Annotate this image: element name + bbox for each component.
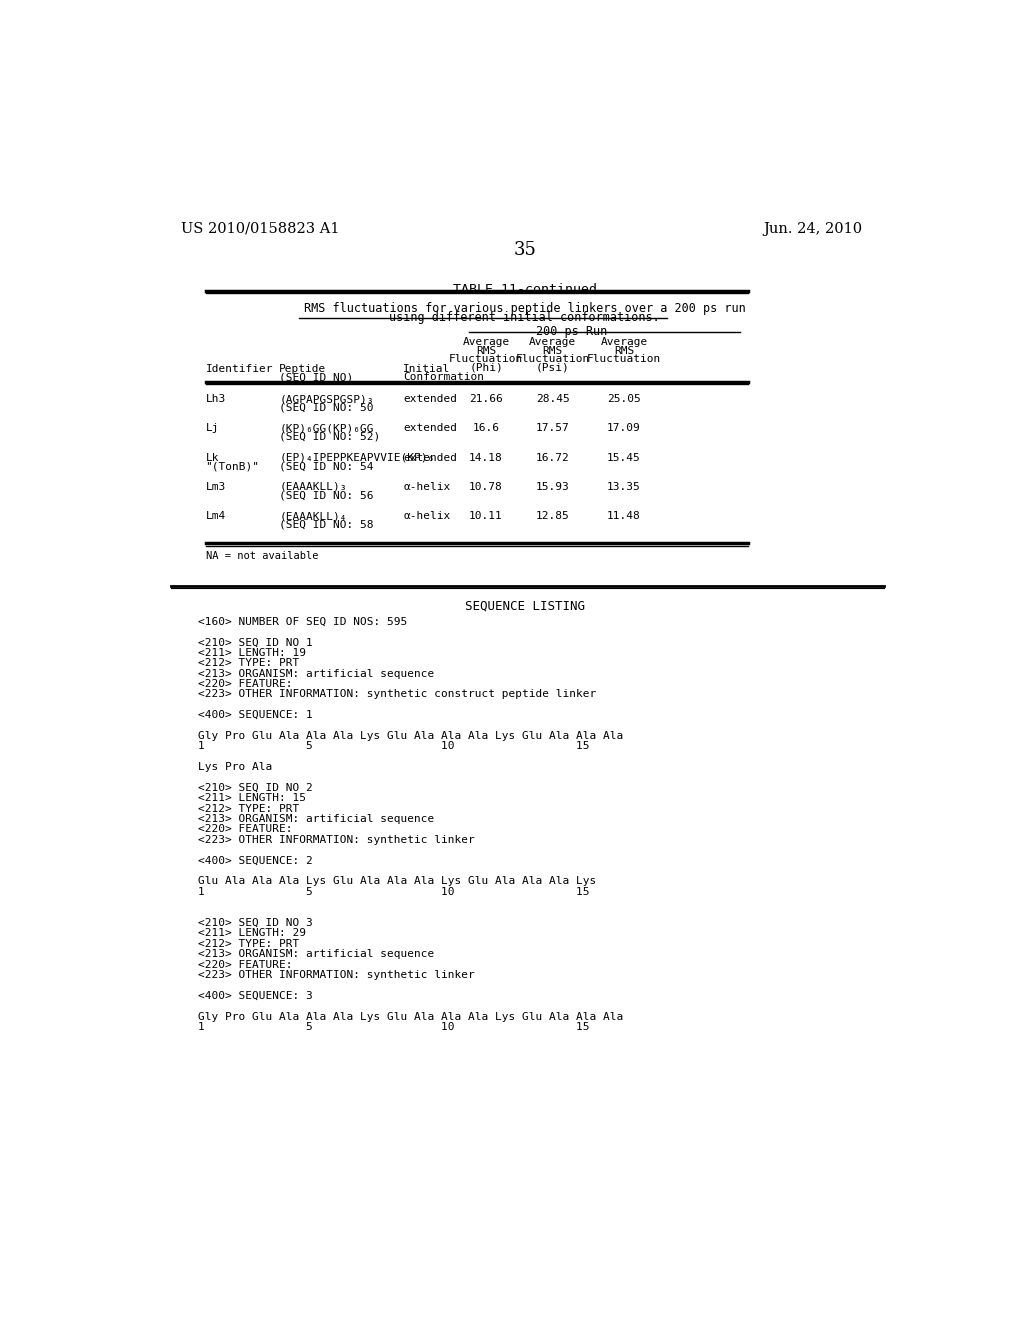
Text: extended: extended [403,395,457,404]
Text: Fluctuation: Fluctuation [449,354,523,364]
Text: Lj: Lj [206,424,219,433]
Text: <210> SEQ ID NO 3: <210> SEQ ID NO 3 [198,917,312,928]
Text: 1               5                   10                  15: 1 5 10 15 [198,887,589,896]
Text: <223> OTHER INFORMATION: synthetic construct peptide linker: <223> OTHER INFORMATION: synthetic const… [198,689,596,700]
Text: 16.72: 16.72 [536,453,569,462]
Text: (SEQ ID NO: 52): (SEQ ID NO: 52) [280,432,380,442]
Text: Lm4: Lm4 [206,511,225,521]
Text: <211> LENGTH: 15: <211> LENGTH: 15 [198,793,306,804]
Text: Fluctuation: Fluctuation [515,354,590,364]
Text: Average: Average [600,337,647,347]
Text: Conformation: Conformation [403,372,484,383]
Text: using different initial conformations.: using different initial conformations. [389,312,660,323]
Text: (SEQ ID NO: 56: (SEQ ID NO: 56 [280,490,374,500]
Text: Lm3: Lm3 [206,482,225,492]
Text: <212> TYPE: PRT: <212> TYPE: PRT [198,804,299,813]
Text: Lys Pro Ala: Lys Pro Ala [198,762,272,772]
Text: (SEQ ID NO: 58: (SEQ ID NO: 58 [280,520,374,529]
Text: 25.05: 25.05 [607,395,641,404]
Text: (KP)₆GG(KP)₆GG: (KP)₆GG(KP)₆GG [280,424,374,433]
Text: NA = not available: NA = not available [206,552,318,561]
Text: <213> ORGANISM: artificial sequence: <213> ORGANISM: artificial sequence [198,814,434,824]
Text: <211> LENGTH: 29: <211> LENGTH: 29 [198,928,306,939]
Text: (EP)₄IPEPPKEAPVVIE(KP)₆: (EP)₄IPEPPKEAPVVIE(KP)₆ [280,453,434,462]
Text: Gly Pro Glu Ala Ala Ala Lys Glu Ala Ala Ala Lys Glu Ala Ala Ala: Gly Pro Glu Ala Ala Ala Lys Glu Ala Ala … [198,731,623,741]
Text: <223> OTHER INFORMATION: synthetic linker: <223> OTHER INFORMATION: synthetic linke… [198,834,474,845]
Text: (AGPAPGSPGSP)₃: (AGPAPGSPGSP)₃ [280,395,374,404]
Text: 15.93: 15.93 [536,482,569,492]
Text: Jun. 24, 2010: Jun. 24, 2010 [764,222,862,235]
Text: (Psi): (Psi) [536,363,569,372]
Text: <400> SEQUENCE: 1: <400> SEQUENCE: 1 [198,710,312,721]
Text: 13.35: 13.35 [607,482,641,492]
Text: α-helix: α-helix [403,511,451,521]
Text: RMS fluctuations for various peptide linkers over a 200 ps run: RMS fluctuations for various peptide lin… [304,302,745,314]
Text: 16.6: 16.6 [472,424,500,433]
Text: 14.18: 14.18 [469,453,503,462]
Text: Initial: Initial [403,364,451,374]
Text: 200 ps Run: 200 ps Run [536,326,607,338]
Text: <211> LENGTH: 19: <211> LENGTH: 19 [198,648,306,657]
Text: Average: Average [529,337,577,347]
Text: extended: extended [403,424,457,433]
Text: Identifier: Identifier [206,364,273,374]
Text: (Phi): (Phi) [469,363,503,372]
Text: TABLE 11-continued: TABLE 11-continued [453,284,597,296]
Text: <400> SEQUENCE: 3: <400> SEQUENCE: 3 [198,991,312,1001]
Text: Glu Ala Ala Ala Lys Glu Ala Ala Ala Lys Glu Ala Ala Ala Lys: Glu Ala Ala Ala Lys Glu Ala Ala Ala Lys … [198,876,596,887]
Text: <212> TYPE: PRT: <212> TYPE: PRT [198,939,299,949]
Text: (SEQ ID NO: 54: (SEQ ID NO: 54 [280,461,374,471]
Text: 1               5                   10                  15: 1 5 10 15 [198,1022,589,1032]
Text: extended: extended [403,453,457,462]
Text: Lk: Lk [206,453,219,462]
Text: <210> SEQ ID NO 1: <210> SEQ ID NO 1 [198,638,312,647]
Text: (EAAAKLL)₃: (EAAAKLL)₃ [280,482,347,492]
Text: <220> FEATURE:: <220> FEATURE: [198,678,292,689]
Text: RMS: RMS [613,346,634,355]
Text: 17.57: 17.57 [536,424,569,433]
Text: "(TonB)": "(TonB)" [206,461,259,471]
Text: <210> SEQ ID NO 2: <210> SEQ ID NO 2 [198,783,312,793]
Text: Peptide: Peptide [280,364,327,374]
Text: 10.78: 10.78 [469,482,503,492]
Text: (SEQ ID NO): (SEQ ID NO) [280,372,353,383]
Text: Average: Average [463,337,510,347]
Text: <212> TYPE: PRT: <212> TYPE: PRT [198,659,299,668]
Text: (SEQ ID NO: 50: (SEQ ID NO: 50 [280,403,374,412]
Text: <213> ORGANISM: artificial sequence: <213> ORGANISM: artificial sequence [198,668,434,678]
Text: 11.48: 11.48 [607,511,641,521]
Text: <400> SEQUENCE: 2: <400> SEQUENCE: 2 [198,855,312,866]
Text: (EAAAKLL)₄: (EAAAKLL)₄ [280,511,347,521]
Text: RMS: RMS [543,346,563,355]
Text: 21.66: 21.66 [469,395,503,404]
Text: RMS: RMS [476,346,497,355]
Text: <220> FEATURE:: <220> FEATURE: [198,960,292,970]
Text: US 2010/0158823 A1: US 2010/0158823 A1 [180,222,339,235]
Text: <220> FEATURE:: <220> FEATURE: [198,825,292,834]
Text: <160> NUMBER OF SEQ ID NOS: 595: <160> NUMBER OF SEQ ID NOS: 595 [198,616,407,627]
Text: Fluctuation: Fluctuation [587,354,662,364]
Text: 35: 35 [513,240,537,259]
Text: 10.11: 10.11 [469,511,503,521]
Text: 1               5                   10                  15: 1 5 10 15 [198,742,589,751]
Text: Gly Pro Glu Ala Ala Ala Lys Glu Ala Ala Ala Lys Glu Ala Ala Ala: Gly Pro Glu Ala Ala Ala Lys Glu Ala Ala … [198,1011,623,1022]
Text: <213> ORGANISM: artificial sequence: <213> ORGANISM: artificial sequence [198,949,434,960]
Text: SEQUENCE LISTING: SEQUENCE LISTING [465,599,585,612]
Text: 28.45: 28.45 [536,395,569,404]
Text: Lh3: Lh3 [206,395,225,404]
Text: α-helix: α-helix [403,482,451,492]
Text: <223> OTHER INFORMATION: synthetic linker: <223> OTHER INFORMATION: synthetic linke… [198,970,474,979]
Text: 12.85: 12.85 [536,511,569,521]
Text: 15.45: 15.45 [607,453,641,462]
Text: 17.09: 17.09 [607,424,641,433]
